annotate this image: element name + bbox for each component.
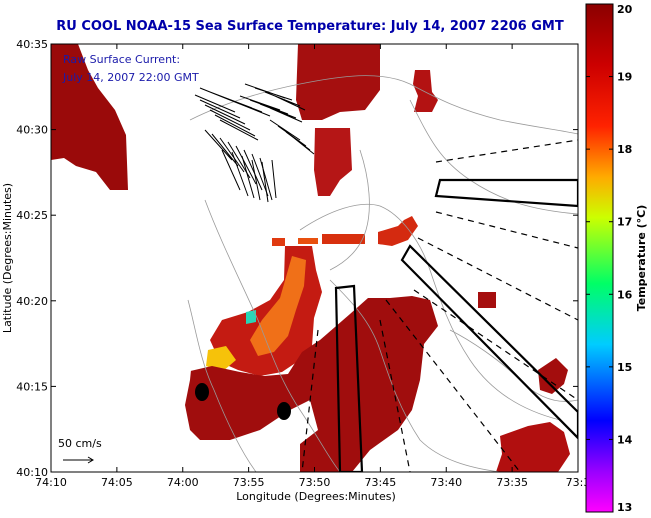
x-axis-ticks: 74:10 74:05 74:00 73:55 73:50 73:45 73:40 73:35…: [35, 44, 590, 489]
station-marker-2: [277, 402, 291, 420]
y-axis-ticks: 40:35 40:30 40:25 40:20 40:15 40:10: [16, 38, 578, 479]
vector-group-5: [269, 119, 315, 155]
shipping-lanes: [334, 178, 578, 472]
sst-patch-plume-teal: [246, 310, 256, 324]
scale-arrow: [63, 456, 94, 464]
y-tick-label: 40:10: [16, 466, 48, 479]
y-tick-label: 40:30: [16, 124, 48, 137]
sst-patch-northwest: [51, 44, 128, 190]
y-tick-label: 40:35: [16, 38, 48, 51]
colorbar: [585, 3, 614, 513]
x-tick-label: 73:40: [430, 476, 462, 489]
sst-patch-south-west: [184, 296, 438, 472]
dash-2: [435, 211, 578, 249]
sst-patch-band-2: [298, 238, 318, 244]
x-tick-label: 73:50: [299, 476, 331, 489]
x-tick-label: 74:00: [167, 476, 199, 489]
x-tick-label: 73:35: [496, 476, 528, 489]
sst-patch-north-small: [413, 70, 438, 112]
sst-patch-east-dot: [478, 292, 496, 308]
scale-label: 50 cm/s: [58, 437, 102, 450]
sst-patch-east-edge: [538, 358, 568, 394]
contour-3: [299, 203, 561, 421]
sst-patch-east-small: [378, 216, 418, 246]
sst-patch-southeast: [496, 422, 570, 472]
land: [51, 130, 205, 472]
dash-4: [385, 299, 521, 472]
sst-patch-north-central: [296, 44, 380, 120]
station-marker-1: [195, 383, 209, 401]
x-tick-label: 74:05: [101, 476, 133, 489]
y-tick-label: 40:15: [16, 380, 48, 393]
contour-2: [204, 199, 341, 472]
chart-title: RU COOL NOAA-15 Sea Surface Temperature:…: [56, 19, 564, 34]
lane-box-south: [334, 284, 364, 472]
x-axis-label: Longitude (Degrees:Minutes): [236, 490, 396, 503]
sst-patch-plume-yellow: [206, 346, 236, 372]
current-vectors: [194, 83, 315, 203]
sst-field: [51, 44, 570, 472]
y-tick-label: 40:20: [16, 295, 48, 308]
colorbar-tick-label: 18: [617, 143, 632, 156]
vector-group-4: [221, 149, 277, 203]
colorbar-label: Temperature (°C): [635, 205, 648, 312]
contour-4: [329, 279, 501, 472]
colorbar-tick-label: 17: [617, 216, 632, 229]
x-tick-label: 74:10: [35, 476, 67, 489]
y-axis-label: Latitude (Degrees:Minutes): [1, 183, 14, 333]
annotation-line-2: July 14, 2007 22:00 GMT: [62, 71, 199, 84]
vector-group-1: [194, 87, 271, 141]
sst-patch-plume-warm: [250, 256, 306, 356]
colorbar-tick-label: 15: [617, 361, 632, 374]
dash-5: [379, 319, 411, 472]
contour-6: [187, 299, 257, 472]
annotation-line-1: Raw Surface Current:: [63, 53, 180, 66]
dash-1: [435, 139, 578, 163]
lane-box-east: [434, 178, 578, 208]
x-tick-label: 73:3: [566, 476, 591, 489]
vector-group-2: [239, 83, 306, 123]
colorbar-tick-label: 13: [617, 501, 632, 514]
land-coast: [51, 130, 205, 472]
dash-3: [417, 237, 578, 321]
plot-area: [51, 44, 578, 472]
colorbar-tick-label: 16: [617, 288, 633, 301]
sst-patch-band: [272, 238, 285, 246]
sst-patch-band-3: [322, 234, 365, 244]
lane-dashes: [301, 139, 578, 472]
y-tick-label: 40:25: [16, 209, 48, 222]
x-tick-label: 73:55: [233, 476, 265, 489]
contour-7: [329, 149, 370, 271]
lane-box-southeast: [400, 244, 578, 440]
colorbar-ticks: 20 19 18 17 16 15 14 13: [586, 3, 633, 514]
colorbar-tick-label: 20: [617, 3, 633, 16]
sst-patch-center-strip: [314, 128, 352, 196]
x-tick-label: 73:45: [365, 476, 397, 489]
vector-group-3: [204, 129, 273, 201]
dash-6: [301, 329, 319, 472]
colorbar-tick-label: 14: [617, 433, 633, 446]
colorbar-tick-label: 19: [617, 71, 632, 84]
